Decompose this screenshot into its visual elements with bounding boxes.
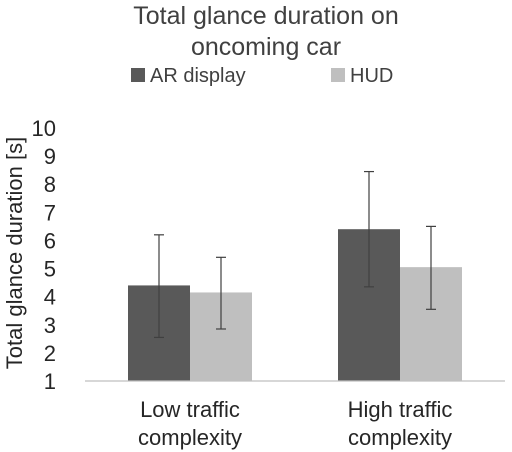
x-category-label: complexity: [348, 425, 452, 450]
legend-label-ar-display: AR display: [150, 65, 246, 87]
legend-swatch-ar-display: [131, 68, 145, 82]
y-axis-label: Total glance duration [s]: [2, 137, 27, 369]
x-category-label: High traffic: [348, 397, 453, 422]
y-tick-label: 9: [44, 144, 56, 169]
error-bars: [154, 170, 436, 339]
y-tick-label: 7: [44, 200, 56, 225]
y-tick-label: 3: [44, 313, 56, 338]
legend-swatch-hud: [331, 68, 345, 82]
legend: AR display HUD: [131, 65, 393, 87]
y-tick-label: 8: [44, 172, 56, 197]
y-tick-label: 5: [44, 257, 56, 282]
legend-label-hud: HUD: [350, 65, 393, 87]
y-tick-label: 1: [44, 369, 56, 394]
y-tick-label: 10: [32, 116, 56, 141]
chart-title-line-2: oncoming car: [191, 33, 341, 61]
x-axis-labels: Low traffic complexity High traffic complex…: [138, 397, 452, 450]
y-tick-label: 4: [44, 285, 56, 310]
chart-title-line-1: Total glance duration on: [133, 2, 398, 30]
chart-title: Total glance duration on oncoming car: [133, 2, 398, 61]
bars: [128, 229, 462, 381]
y-tick-label: 6: [44, 228, 56, 253]
y-tick-label: 2: [44, 341, 56, 366]
y-axis-ticks: 1 2 3 4 5 6 7 8 9 10: [32, 116, 56, 394]
x-category-label: Low traffic: [140, 397, 240, 422]
x-category-label: complexity: [138, 425, 242, 450]
